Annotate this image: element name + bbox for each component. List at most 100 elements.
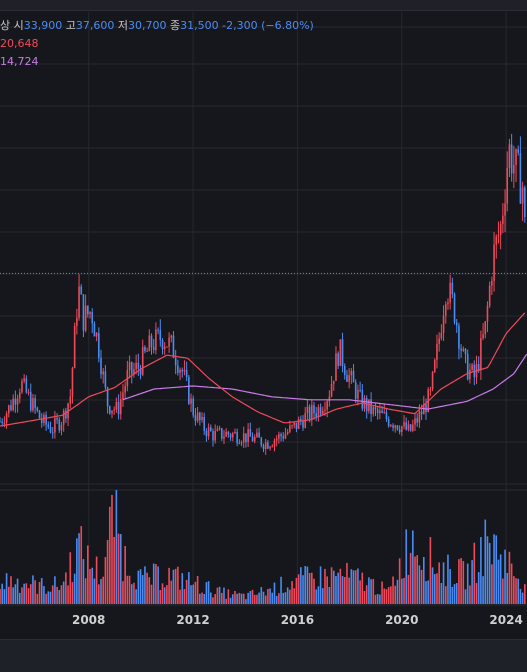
- volume-bar-17: [36, 593, 39, 604]
- candle-body-102: [223, 436, 225, 439]
- volume-bar-107: [234, 590, 236, 604]
- candle-body-187: [409, 424, 412, 431]
- candle-body-214: [469, 369, 471, 380]
- volume-bar-183: [401, 578, 403, 604]
- volume-bar-194: [425, 581, 427, 604]
- volume-bar-20: [43, 586, 45, 604]
- volume-bar-12: [25, 583, 28, 604]
- volume-bar-68: [148, 577, 151, 604]
- open-label: 시: [13, 19, 24, 32]
- volume-bar-26: [56, 586, 58, 604]
- volume-bar-51: [111, 494, 113, 604]
- candle-body-146: [319, 407, 322, 414]
- candle-body-110: [240, 442, 243, 444]
- candle-body-92: [201, 417, 203, 421]
- volume-bar-130: [284, 592, 287, 604]
- volume-bar-63: [137, 570, 140, 604]
- volume-bar-163: [357, 568, 359, 604]
- candle-body-230: [504, 203, 506, 216]
- candle-body-131: [286, 431, 289, 434]
- candle-body-174: [381, 410, 383, 413]
- candle-body-19: [40, 418, 43, 423]
- candle-body-104: [227, 431, 230, 435]
- candle-body-22: [47, 424, 50, 428]
- volume-bar-46: [100, 579, 102, 604]
- candle-body-45: [98, 333, 100, 358]
- candle-body-29: [62, 410, 65, 425]
- candle-body-36: [78, 286, 80, 318]
- candle-body-235: [515, 149, 517, 166]
- volume-bar-9: [18, 592, 21, 604]
- candle-body-225: [493, 244, 495, 281]
- volume-bar-94: [205, 582, 208, 604]
- candle-body-32: [69, 396, 72, 404]
- volume-bar-47: [102, 576, 105, 604]
- candle-body-69: [150, 335, 153, 348]
- ma1-value: 20,648: [0, 37, 39, 50]
- volume-bar-32: [69, 552, 72, 604]
- volume-bar-35: [76, 538, 78, 604]
- volume-bar-177: [387, 587, 390, 604]
- volume-bar-74: [161, 583, 164, 604]
- volume-bar-72: [157, 566, 159, 604]
- candle-body-157: [343, 365, 346, 375]
- candle-body-91: [199, 412, 201, 421]
- candle-body-4: [7, 405, 10, 414]
- volume-bar-11: [23, 583, 25, 604]
- candle-body-112: [245, 433, 247, 443]
- candle-body-98: [214, 430, 216, 441]
- candle-body-96: [210, 427, 212, 432]
- candle-body-176: [385, 412, 388, 420]
- volume-bar-232: [508, 551, 511, 604]
- volume-bar-158: [346, 562, 348, 604]
- candle-body-160: [350, 371, 353, 376]
- candle-body-150: [328, 396, 331, 402]
- volume-bar-27: [58, 590, 61, 604]
- volume-bar-28: [60, 585, 63, 604]
- volume-bar-218: [477, 572, 480, 604]
- ma2-value: 14,724: [0, 55, 39, 68]
- volume-bar-170: [372, 578, 375, 604]
- volume-bar-132: [289, 589, 291, 604]
- high-value: 37,600: [75, 19, 115, 32]
- candle-body-194: [425, 403, 427, 412]
- candle-body-48: [104, 371, 107, 388]
- volume-bar-106: [231, 594, 234, 604]
- candle-body-202: [442, 315, 445, 334]
- candle-body-74: [161, 340, 164, 350]
- candle-body-123: [269, 446, 271, 449]
- candle-body-198: [433, 359, 436, 372]
- candle-body-43: [93, 323, 96, 337]
- volume-bar-181: [396, 579, 399, 604]
- candle-body-209: [458, 325, 460, 349]
- volume-bar-36: [78, 533, 80, 604]
- candle-body-83: [181, 369, 184, 372]
- volume-bar-149: [326, 576, 328, 604]
- candle-body-51: [111, 410, 113, 414]
- candle-body-73: [159, 330, 162, 341]
- candle-body-67: [146, 351, 148, 353]
- candle-body-170: [372, 407, 375, 414]
- volume-bar-1: [1, 583, 3, 604]
- volume-bar-136: [297, 574, 300, 604]
- candle-body-57: [124, 386, 126, 393]
- volume-bar-165: [361, 572, 364, 604]
- candle-body-23: [49, 427, 52, 433]
- volume-bar-67: [146, 572, 148, 604]
- candle-body-154: [337, 353, 339, 366]
- volume-bar-0: [0, 588, 1, 604]
- volume-bar-91: [199, 593, 201, 604]
- volume-bar-29: [62, 581, 65, 604]
- candle-body-55: [119, 399, 122, 415]
- candle-body-89: [194, 415, 197, 421]
- volume-bar-193: [422, 557, 425, 604]
- volume-bar-195: [427, 580, 429, 604]
- volume-bar-115: [251, 589, 254, 604]
- candle-body-192: [420, 411, 423, 415]
- candle-body-189: [414, 418, 416, 425]
- volume-bar-187: [409, 552, 412, 604]
- candle-body-128: [280, 434, 282, 437]
- candle-body-167: [365, 398, 368, 412]
- volume-bar-112: [245, 599, 247, 604]
